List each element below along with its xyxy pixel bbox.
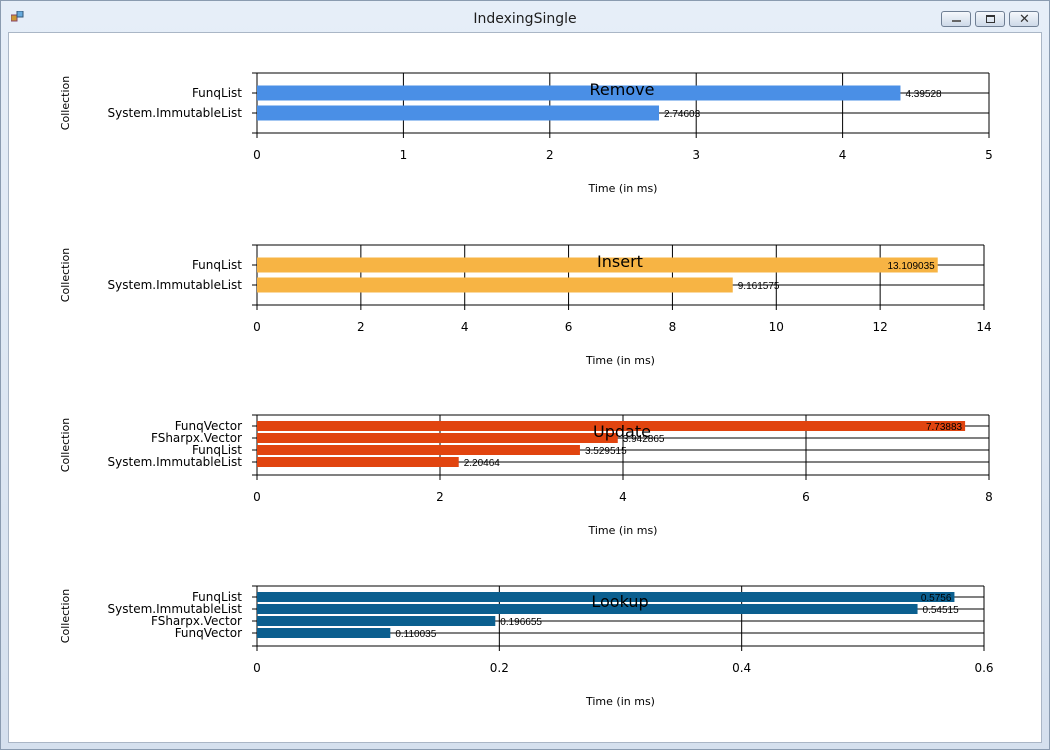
bar	[257, 85, 901, 101]
x-tick-label: 0	[253, 490, 261, 504]
data-label: 0.54515	[923, 605, 960, 616]
chart-area	[8, 32, 1042, 743]
y-axis-label: Collection	[59, 76, 72, 130]
bar	[257, 445, 580, 455]
app-icon	[11, 11, 24, 22]
y-axis-label: Collection	[59, 589, 72, 643]
x-tick-label: 0.2	[490, 661, 509, 675]
title-bar[interactable]: IndexingSingle ✕	[1, 1, 1049, 33]
x-tick-label: 0	[253, 661, 261, 675]
data-label: 4.39528	[905, 89, 942, 100]
category-label: FunqVector	[175, 626, 242, 640]
window-title: IndexingSingle	[473, 11, 577, 27]
data-label: 0.5756	[921, 593, 952, 604]
restore-icon	[986, 15, 995, 23]
minimize-button[interactable]	[941, 11, 971, 27]
x-axis-label: Time (in ms)	[588, 182, 658, 195]
chart-remove: 0 1 2 3 4 5 FunqList 4.39528 System.ImmutableLis…	[59, 72, 993, 195]
x-tick-label: 2	[357, 320, 365, 334]
x-tick-label: 3	[692, 148, 700, 162]
data-label: 3.529515	[585, 446, 627, 457]
x-tick-label: 8	[669, 320, 677, 334]
category-label: FunqList	[192, 590, 242, 604]
data-label: 7.73883	[926, 422, 963, 433]
x-tick-label: 2	[546, 148, 554, 162]
x-tick-label: 0.6	[974, 661, 993, 675]
bar	[257, 277, 733, 293]
data-label: 9.161575	[738, 281, 780, 292]
x-tick-label: 6	[802, 490, 810, 504]
bar	[257, 616, 496, 626]
chart-title: Lookup	[591, 592, 648, 611]
data-label: 2.74603	[664, 109, 701, 120]
x-tick-label: 2	[436, 490, 444, 504]
category-label: System.ImmutableList	[108, 106, 243, 120]
bar	[257, 592, 955, 602]
category-label: FSharpx.Vector	[151, 431, 242, 445]
bar	[257, 604, 918, 614]
data-label: 0.110035	[395, 629, 436, 640]
minimize-icon	[952, 20, 961, 22]
x-tick-label: 8	[985, 490, 993, 504]
category-label: FunqList	[192, 443, 242, 457]
bar	[257, 421, 966, 431]
maximize-button[interactable]	[975, 11, 1005, 27]
bar	[257, 257, 938, 273]
close-icon: ✕	[1019, 11, 1030, 26]
x-axis-label: Time (in ms)	[585, 695, 655, 708]
category-label: System.ImmutableList	[108, 602, 243, 616]
x-tick-label: 4	[461, 320, 469, 334]
x-tick-label: 0	[253, 148, 261, 162]
data-label: 3.942865	[623, 434, 665, 445]
bar	[257, 105, 660, 121]
chart-lookup: 0 0.2 0.4 0.6 FunqList 0.5756 System.Immutable…	[59, 585, 994, 708]
x-axis-label: Time (in ms)	[585, 354, 655, 367]
chart-title: Update	[593, 422, 651, 441]
data-label: 0.196655	[500, 617, 542, 628]
bar	[257, 628, 391, 638]
x-tick-label: 12	[873, 320, 888, 334]
category-label: System.ImmutableList	[108, 278, 243, 292]
category-label: FunqVector	[175, 419, 242, 433]
y-axis-label: Collection	[59, 418, 72, 472]
category-label: FunqList	[192, 86, 242, 100]
chart-title: Remove	[590, 80, 655, 99]
bar	[257, 433, 618, 443]
x-tick-label: 0.4	[732, 661, 751, 675]
chart-title: Insert	[597, 252, 643, 271]
category-label: FunqList	[192, 258, 242, 272]
x-axis-label: Time (in ms)	[588, 524, 658, 537]
x-tick-label: 6	[565, 320, 573, 334]
x-tick-label: 14	[976, 320, 991, 334]
chart-update: 0 2 4 6 8 FunqVector 7.73883 FSharpx.Vector 3.94…	[59, 414, 993, 537]
data-label: 13.109035	[887, 261, 935, 272]
data-label: 2.20464	[464, 458, 501, 469]
chart-insert: 0 2 4 6 8 10 12 14 FunqList 13.109035 System.Immut…	[59, 244, 992, 367]
x-tick-label: 10	[769, 320, 784, 334]
y-axis-label: Collection	[59, 248, 72, 302]
category-label: System.ImmutableList	[108, 455, 243, 469]
x-tick-label: 4	[619, 490, 627, 504]
x-tick-label: 0	[253, 320, 261, 334]
bar	[257, 457, 459, 467]
x-tick-label: 5	[985, 148, 993, 162]
close-button[interactable]: ✕	[1009, 11, 1039, 27]
category-label: FSharpx.Vector	[151, 614, 242, 628]
x-tick-label: 4	[839, 148, 847, 162]
x-tick-label: 1	[400, 148, 408, 162]
